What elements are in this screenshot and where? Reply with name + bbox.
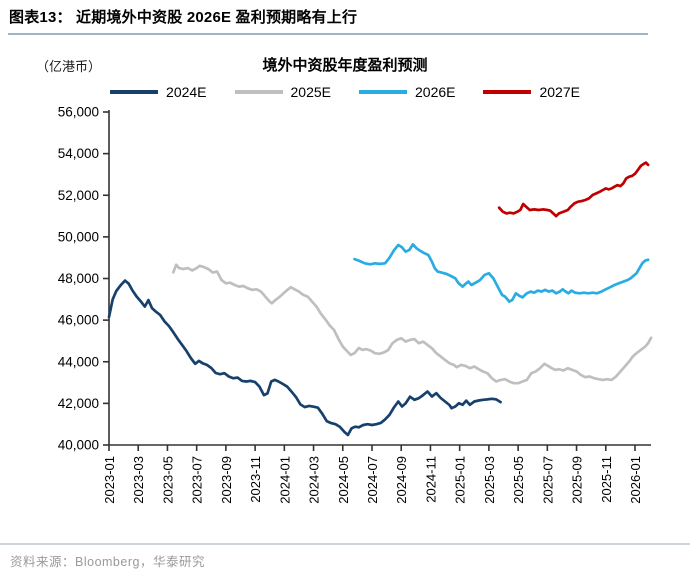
legend: 2024E 2025E 2026E 2027E bbox=[0, 84, 690, 100]
y-tick-label: 44,000 bbox=[58, 354, 99, 369]
x-tick-label: 2023-01 bbox=[102, 456, 117, 504]
x-tick-label: 2024-03 bbox=[307, 456, 322, 504]
chart-title: 境外中资股年度盈利预测 bbox=[262, 57, 428, 74]
y-tick-label: 50,000 bbox=[58, 229, 99, 244]
axes bbox=[108, 110, 651, 446]
x-tick-label: 2024-09 bbox=[394, 456, 409, 504]
y-tick-label: 52,000 bbox=[58, 188, 99, 203]
legend-swatch-2024E bbox=[110, 90, 159, 94]
x-tick-label: 2025-07 bbox=[540, 456, 555, 504]
x-tick-label: 2026-01 bbox=[628, 456, 643, 504]
y-tick-label: 48,000 bbox=[58, 271, 99, 286]
x-tick-label: 2023-07 bbox=[190, 456, 205, 504]
series-line-2025E bbox=[171, 263, 653, 385]
x-tick-label: 2024-01 bbox=[277, 456, 292, 504]
plot-svg: 56,000 54,000 52,000 50,000 48,000 46,000 44,0… bbox=[58, 106, 653, 504]
x-tick-label: 2024-11 bbox=[423, 456, 438, 503]
legend-swatch-2027E bbox=[483, 90, 532, 94]
series-line-2026E bbox=[353, 243, 650, 303]
legend-swatch-2025E bbox=[234, 90, 283, 94]
y-tick-label: 46,000 bbox=[58, 313, 99, 328]
legend-swatch-2026E bbox=[359, 90, 407, 94]
legend-label-2025E: 2025E bbox=[290, 84, 331, 100]
header-divider bbox=[8, 33, 648, 35]
source-text: 资料来源：Bloomberg，华泰研究 bbox=[10, 555, 205, 569]
footer-divider bbox=[0, 543, 690, 545]
y-axis-ticks: 56,000 54,000 52,000 50,000 48,000 46,000 44,0… bbox=[58, 106, 109, 453]
y-tick-label: 54,000 bbox=[58, 146, 99, 161]
legend-item-2026E: 2026E bbox=[359, 84, 455, 100]
x-tick-label: 2023-03 bbox=[131, 456, 146, 504]
x-tick-label: 2025-03 bbox=[482, 456, 497, 504]
series-line-2027E bbox=[497, 161, 650, 218]
y-tick-label: 56,000 bbox=[58, 106, 99, 120]
figure-title: 图表13： 近期境外中资股 2026E 盈利预期略有上行 bbox=[9, 9, 358, 26]
y-axis-unit-label: （亿港币） bbox=[36, 59, 102, 74]
x-tick-label: 2025-11 bbox=[599, 456, 614, 503]
x-tick-label: 2023-05 bbox=[160, 456, 175, 504]
x-tick-label: 2023-11 bbox=[248, 456, 263, 503]
x-tick-label: 2025-09 bbox=[570, 456, 585, 504]
legend-item-2024E: 2024E bbox=[110, 84, 207, 100]
legend-item-2025E: 2025E bbox=[234, 84, 331, 100]
legend-label-2027E: 2027E bbox=[539, 84, 580, 100]
y-tick-label: 40,000 bbox=[58, 438, 99, 453]
x-tick-label: 2023-09 bbox=[219, 456, 234, 504]
x-tick-label: 2024-05 bbox=[336, 456, 351, 504]
legend-item-2027E: 2027E bbox=[483, 84, 580, 100]
x-tick-label: 2025-01 bbox=[453, 456, 468, 504]
series-line-2024E bbox=[107, 279, 502, 437]
y-tick-label: 42,000 bbox=[58, 396, 99, 411]
legend-label-2024E: 2024E bbox=[166, 84, 207, 100]
x-axis-ticks: 2023-01 2023-03 2023-05 2023-07 2023-09 2023-… bbox=[102, 445, 643, 504]
x-tick-label: 2025-05 bbox=[511, 456, 526, 504]
legend-label-2026E: 2026E bbox=[415, 84, 456, 100]
x-tick-label: 2024-07 bbox=[365, 456, 380, 504]
